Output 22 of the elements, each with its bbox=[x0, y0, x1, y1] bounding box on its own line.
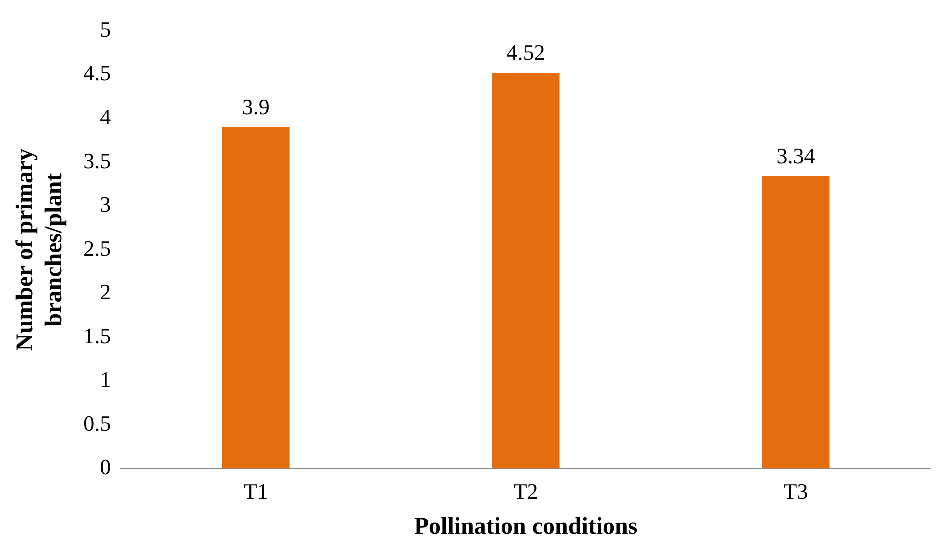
data-label: 4.52 bbox=[506, 40, 546, 65]
y-tick-label: 1.5 bbox=[84, 323, 112, 348]
x-axis-title: Pollination conditions bbox=[414, 514, 638, 540]
data-label: 3.34 bbox=[776, 143, 816, 168]
y-tick-label: 2.5 bbox=[84, 236, 112, 261]
x-tick-label: T1 bbox=[244, 478, 268, 504]
y-tick-label: 2 bbox=[100, 280, 112, 305]
x-tick-label: T3 bbox=[784, 478, 808, 504]
y-tick-label: 4.5 bbox=[84, 60, 112, 86]
bar bbox=[762, 176, 830, 469]
bar bbox=[492, 73, 560, 469]
y-tick-label: 1 bbox=[100, 367, 112, 392]
y-tick-label: 0.5 bbox=[84, 410, 112, 436]
x-tick-label: T2 bbox=[514, 478, 538, 504]
y-tick-label: 4 bbox=[100, 104, 112, 130]
y-tick-label: 3 bbox=[100, 192, 112, 218]
y-tick-label: 5 bbox=[100, 16, 112, 42]
y-tick-label: 0 bbox=[100, 454, 112, 480]
y-tick-label: 3.5 bbox=[84, 148, 112, 174]
y-axis-title: Number of primary branches/plant bbox=[12, 148, 68, 352]
data-label: 3.9 bbox=[242, 94, 270, 120]
bar bbox=[222, 127, 290, 469]
